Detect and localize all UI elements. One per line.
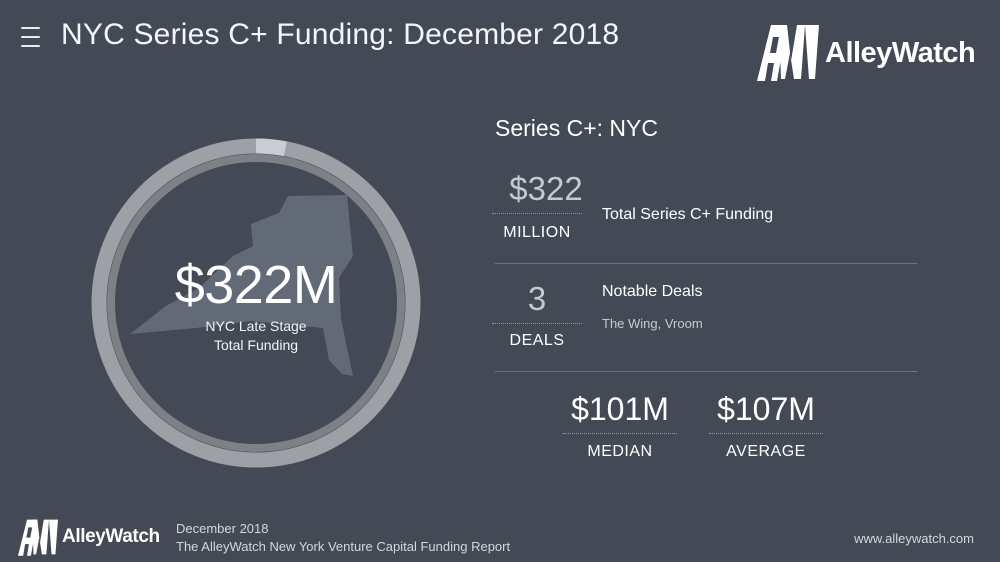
ring-inner-track — [107, 154, 405, 452]
total-funding-value: $322 — [509, 170, 583, 207]
metric-divider — [492, 213, 582, 214]
ring-graphic — [91, 138, 421, 468]
notable-deals-unit: DEALS — [509, 332, 565, 349]
page-title: NYC Series C+ Funding: December 2018 — [61, 18, 620, 51]
footer-report-title: The AlleyWatch New York Venture Capital … — [176, 539, 511, 554]
alleywatch-wordmark: AlleyWatch — [825, 37, 976, 69]
section-divider — [495, 263, 917, 264]
average-value: $107M — [717, 391, 815, 427]
median-label: MEDIAN — [587, 443, 653, 460]
stat-divider — [563, 433, 677, 434]
notable-deals-description: Notable Deals — [602, 283, 703, 300]
hamburger-menu-icon[interactable] — [21, 27, 40, 47]
new-york-state-map-icon — [130, 195, 353, 376]
section-divider — [495, 371, 917, 372]
footer-wordmark: AlleyWatch — [62, 526, 160, 547]
alleywatch-logo-mark-icon — [18, 519, 58, 556]
footer-date: December 2018 — [176, 521, 269, 536]
stat-divider — [709, 433, 823, 434]
hero-label-line2: Total Funding — [213, 337, 299, 353]
notable-deals-count: 3 — [527, 280, 547, 317]
alleywatch-logo-mark-icon — [757, 25, 819, 81]
footer-alleywatch-logo[interactable]: AlleyWatch — [18, 518, 168, 556]
average-label: AVERAGE — [726, 443, 806, 460]
funding-ring: $322M NYC Late Stage Total Funding — [91, 138, 421, 468]
metric-divider — [492, 323, 582, 324]
footer-website-link[interactable]: www.alleywatch.com — [854, 531, 974, 546]
hero-total-funding-value: $322M — [174, 255, 338, 315]
median-value: $101M — [571, 391, 669, 427]
total-funding-unit: MILLION — [503, 224, 571, 241]
section-title: Series C+: NYC — [495, 115, 658, 141]
notable-deals-list: The Wing, Vroom — [602, 316, 703, 331]
hero-label-line1: NYC Late Stage — [205, 318, 307, 334]
total-funding-description: Total Series C+ Funding — [602, 206, 774, 223]
ring-accent-segment — [91, 138, 421, 468]
alleywatch-logo[interactable]: AlleyWatch — [757, 23, 977, 81]
